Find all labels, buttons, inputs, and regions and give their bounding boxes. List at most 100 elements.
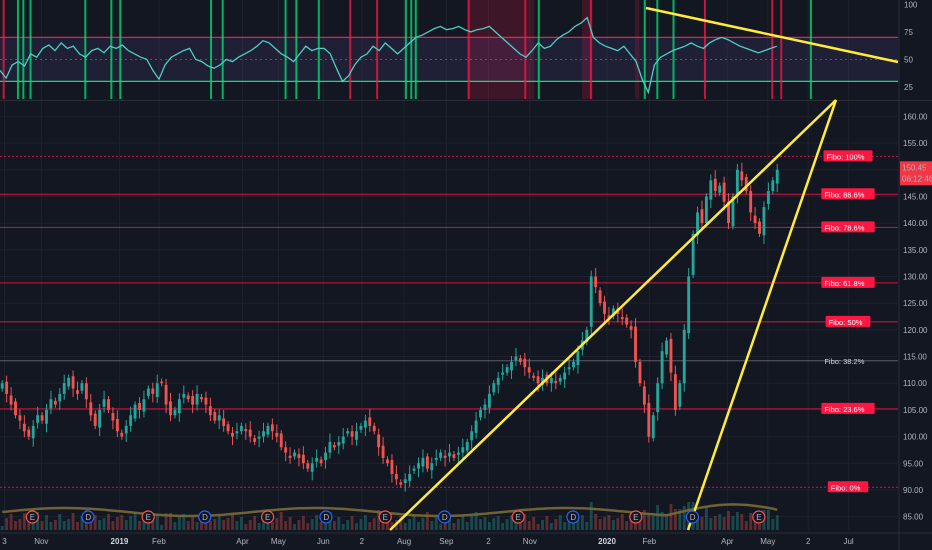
volume-bar — [487, 522, 491, 530]
volume-bar — [270, 522, 274, 530]
rsi-trend-line — [645, 6, 899, 64]
earnings-marker — [629, 510, 643, 524]
volume-bar — [496, 516, 500, 530]
x-tick-label: 2020 — [598, 537, 616, 546]
candle-body — [173, 409, 177, 416]
candle-body — [120, 432, 124, 437]
volume-bar — [98, 520, 102, 530]
candle-body — [346, 431, 350, 434]
volume-bar — [629, 517, 633, 530]
fib-label-box — [827, 481, 869, 493]
volume-bar — [541, 520, 544, 530]
candle-body — [465, 441, 469, 451]
candle-body — [700, 209, 704, 224]
volume-bar — [408, 519, 412, 530]
fib-label-box — [821, 276, 875, 288]
volume-bar — [456, 519, 460, 530]
volume-bar — [231, 514, 234, 530]
candle-body — [518, 358, 522, 362]
volume-bar — [200, 520, 203, 530]
volume-bar — [377, 510, 381, 530]
volume-bar — [718, 514, 722, 530]
candle-body — [262, 431, 265, 437]
earnings-marker — [378, 510, 392, 524]
candle-body — [359, 425, 363, 430]
candle-body — [377, 434, 381, 448]
candle-body — [222, 418, 226, 426]
rsi-band-fill — [0, 37, 898, 82]
candle-body — [412, 468, 416, 471]
volume-bar — [49, 522, 53, 530]
volume-bar — [700, 517, 704, 530]
candle-body — [408, 473, 412, 481]
volume-bar — [133, 512, 137, 530]
candle-body — [9, 395, 13, 405]
candle-body — [151, 388, 155, 394]
fib-label: Fibo: 78.6% — [824, 223, 864, 232]
volume-bar — [775, 515, 779, 530]
price-tick-label: 105.00 — [903, 406, 928, 415]
candle-body — [270, 424, 274, 432]
candle-body — [22, 423, 26, 432]
candle-body — [244, 429, 248, 432]
volume-bar — [722, 517, 726, 530]
volume-bar — [399, 516, 403, 530]
candle-body — [328, 441, 332, 453]
volume-bar — [616, 518, 620, 530]
volume-bar — [301, 516, 305, 530]
candle-body — [115, 418, 119, 432]
volume-bar — [120, 515, 124, 530]
dividend-marker — [566, 510, 580, 524]
candle-body — [709, 180, 713, 200]
volume-bar — [142, 515, 146, 530]
volume-bar — [80, 516, 84, 530]
candle-body — [425, 456, 429, 469]
candle-body — [124, 425, 128, 434]
candle-body — [620, 317, 624, 320]
candle-body — [341, 436, 345, 444]
volume-bar — [448, 516, 451, 530]
volume-bar — [381, 519, 385, 530]
candle-body — [138, 402, 141, 410]
event-marker-letter: E — [265, 513, 270, 522]
candle-body — [266, 425, 270, 435]
candle-body — [594, 276, 598, 288]
volume-bar — [222, 520, 226, 530]
volume-bar — [346, 520, 350, 530]
candle-body — [204, 397, 208, 405]
rsi-line — [0, 16, 778, 95]
candle-body — [758, 221, 761, 234]
x-tick-label: Apr — [721, 537, 734, 546]
current-price-label: 150.45 — [902, 163, 927, 172]
candle-body — [603, 301, 606, 314]
dividend-marker — [685, 510, 699, 524]
volume-bar — [465, 522, 469, 530]
volume-bar — [713, 516, 717, 530]
candle-body — [536, 376, 540, 384]
volume-bar — [647, 513, 651, 530]
candle-body — [355, 431, 358, 440]
event-marker-letter: D — [202, 513, 208, 522]
candle-body — [45, 409, 48, 424]
rsi-tick-label: 75 — [904, 28, 913, 37]
volume-bar — [363, 515, 367, 530]
rsi-shaded-zone — [581, 0, 593, 99]
candle-body — [31, 425, 35, 439]
volume-bar — [155, 514, 159, 530]
candle-body — [634, 326, 637, 362]
volume-bar — [470, 516, 474, 530]
candle-body — [93, 413, 97, 426]
rsi-shaded-zone — [466, 0, 535, 99]
candle-body — [0, 383, 4, 389]
candle-body — [567, 367, 571, 370]
volume-bar — [45, 515, 48, 530]
volume-bar — [18, 519, 22, 530]
volume-bar — [368, 522, 372, 530]
dividend-marker — [437, 510, 452, 524]
volume-bar — [62, 521, 66, 530]
volume-bar — [14, 521, 17, 530]
volume-bar — [306, 523, 310, 530]
fib-label-box — [825, 315, 871, 327]
